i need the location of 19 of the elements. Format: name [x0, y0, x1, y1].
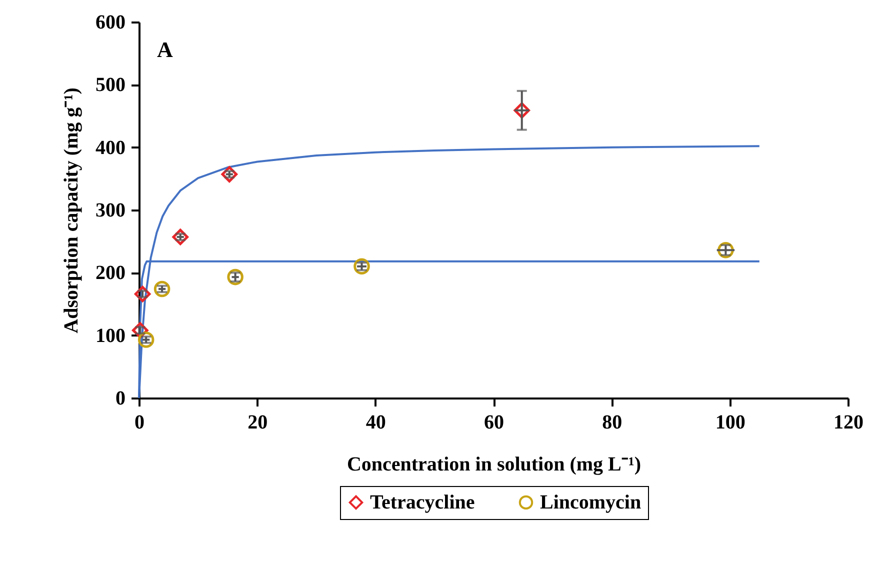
y-tick-label: 600: [96, 12, 126, 34]
x-tick-label: 120: [834, 412, 864, 434]
x-tick-label: 20: [248, 412, 268, 434]
y-tick-label: 100: [96, 324, 126, 347]
y-tick-label: 400: [96, 136, 126, 159]
y-tick-label: 500: [96, 74, 126, 96]
x-tick-label: 40: [366, 412, 386, 434]
x-tick-label: 0: [134, 412, 144, 434]
y-tick-label: 300: [96, 200, 126, 222]
y-tick-label: 0: [116, 388, 126, 410]
x-tick-label: 80: [602, 412, 622, 434]
legend-label: Tetracycline: [370, 491, 475, 514]
x-tick-label: 100: [715, 412, 746, 434]
x-axis-title: Concentration in solution (mg L⁻¹): [346, 454, 642, 476]
annotation: A: [157, 37, 173, 62]
legend-label: Lincomycin: [540, 491, 642, 514]
x-tick-label: 60: [484, 412, 504, 434]
y-tick-label: 200: [96, 262, 126, 284]
y-axis-title: Adsorption capacity (mg g⁻¹): [60, 88, 82, 334]
